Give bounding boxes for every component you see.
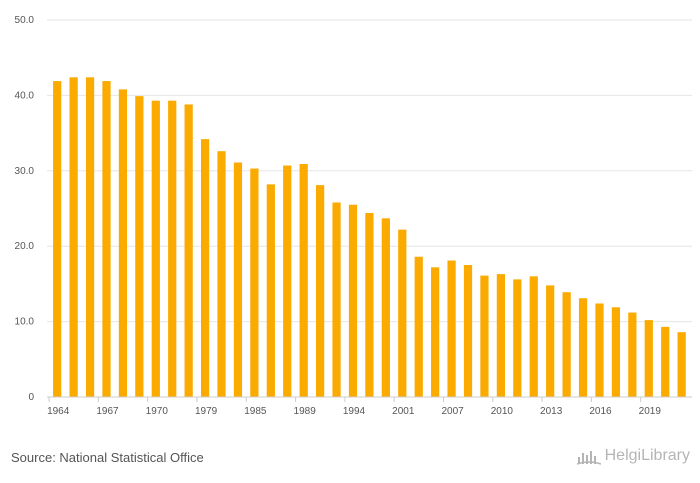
y-tick-label: 0 — [28, 392, 34, 403]
bar[interactable] — [431, 267, 440, 397]
bars — [53, 77, 686, 398]
bar[interactable] — [332, 202, 341, 397]
bar[interactable] — [316, 185, 325, 397]
bar[interactable] — [480, 275, 489, 397]
bar[interactable] — [53, 81, 62, 397]
bar[interactable] — [135, 96, 144, 398]
y-tick-label: 20.0 — [15, 241, 35, 252]
x-tick-label: 1967 — [96, 406, 119, 417]
x-tick-label: 1985 — [244, 406, 267, 417]
bar[interactable] — [250, 168, 259, 397]
y-axis-ticks: 0 10.0 20.0 30.0 40.0 50.0 — [15, 15, 35, 403]
bar[interactable] — [381, 218, 390, 397]
bar-chart: 010.020.030.040.050.0 1964 1967 1970 1979 19… — [15, 15, 692, 417]
x-axis-ticks: 1964 1967 1970 1979 1985 1989 1994 2001 2007 2010… — [47, 396, 692, 417]
bar[interactable] — [546, 285, 555, 397]
bar[interactable] — [118, 89, 128, 398]
bar[interactable] — [151, 100, 160, 398]
bar[interactable] — [168, 100, 177, 398]
y-tick-label: 30.0 — [15, 166, 35, 177]
helgilibrary-logo[interactable]: HelgiLibrary — [576, 447, 690, 465]
library-logo-icon — [576, 451, 601, 465]
x-tick-label: 2010 — [491, 406, 514, 417]
bar[interactable] — [102, 81, 111, 397]
bar[interactable] — [447, 260, 456, 397]
bar[interactable] — [463, 265, 473, 397]
bar[interactable] — [628, 312, 637, 397]
y-tick-label: 10.0 — [15, 317, 35, 328]
bar[interactable] — [529, 276, 538, 397]
bar[interactable] — [496, 274, 505, 397]
bar[interactable] — [217, 151, 226, 397]
bar[interactable] — [513, 279, 522, 397]
x-tick-label: 1994 — [343, 406, 366, 417]
x-tick-label: 2001 — [392, 406, 415, 417]
x-tick-label: 1970 — [146, 406, 169, 417]
bar[interactable] — [398, 229, 407, 397]
bar[interactable] — [661, 326, 670, 397]
bar[interactable] — [611, 307, 621, 397]
bar[interactable] — [200, 139, 210, 397]
x-tick-label: 2007 — [441, 406, 464, 417]
x-tick-label: 2019 — [639, 406, 662, 417]
bar[interactable] — [595, 303, 604, 398]
logo-text: HelgiLibrary — [604, 447, 690, 464]
bar[interactable] — [233, 162, 243, 397]
bar[interactable] — [578, 298, 588, 397]
bar[interactable] — [283, 165, 292, 397]
bar[interactable] — [677, 332, 686, 397]
x-tick-label: 1979 — [195, 406, 218, 417]
x-tick-label: 1964 — [47, 406, 70, 417]
bar[interactable] — [365, 213, 374, 397]
bar[interactable] — [266, 184, 275, 397]
y-tick-label: 40.0 — [15, 90, 35, 101]
bar[interactable] — [348, 204, 358, 397]
bar[interactable] — [85, 77, 95, 398]
bar[interactable] — [562, 292, 571, 397]
x-tick-label: 1989 — [294, 406, 317, 417]
bar[interactable] — [184, 104, 193, 397]
source-note: Source: National Statistical Office — [11, 450, 204, 465]
bar[interactable] — [414, 256, 423, 397]
x-tick-label: 2016 — [589, 406, 612, 417]
bar[interactable] — [299, 164, 308, 397]
bar[interactable] — [69, 77, 78, 398]
y-tick-label: 50.0 — [15, 15, 35, 26]
x-tick-label: 2013 — [540, 406, 563, 417]
bar[interactable] — [644, 320, 653, 397]
